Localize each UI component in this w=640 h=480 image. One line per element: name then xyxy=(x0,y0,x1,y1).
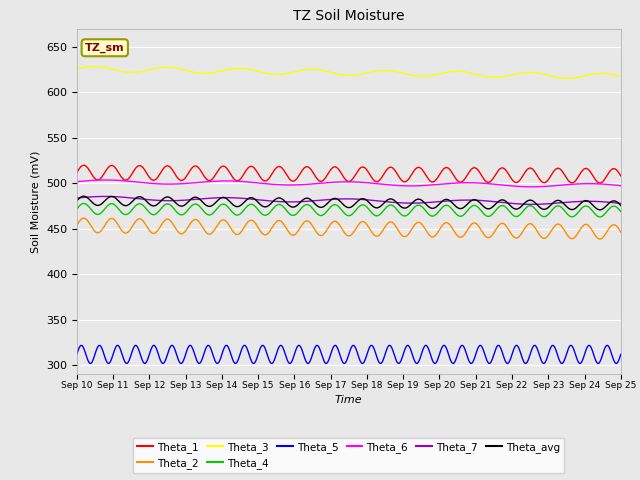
Theta_2 xyxy=(398,232,406,238)
Theta_7 xyxy=(332,196,340,202)
Theta_avg xyxy=(617,203,625,208)
Text: TZ_sm: TZ_sm xyxy=(85,43,125,53)
Theta_7 xyxy=(336,196,344,202)
Theta_4 xyxy=(520,207,527,213)
Theta_3 xyxy=(564,75,572,81)
Theta_4 xyxy=(336,204,344,210)
Theta_avg xyxy=(596,207,604,213)
Theta_4 xyxy=(606,205,614,211)
Theta_5 xyxy=(159,360,167,366)
Theta_1 xyxy=(369,175,376,181)
Theta_5 xyxy=(531,342,538,348)
Line: Theta_2: Theta_2 xyxy=(77,218,621,239)
Line: Theta_4: Theta_4 xyxy=(77,204,621,217)
Theta_1 xyxy=(606,168,614,174)
Theta_5 xyxy=(617,351,625,357)
Theta_4 xyxy=(73,206,81,212)
Theta_7 xyxy=(101,193,109,199)
Theta_5 xyxy=(398,356,406,362)
Theta_3 xyxy=(520,70,527,75)
Theta_1 xyxy=(520,171,527,177)
Theta_3 xyxy=(336,72,344,77)
X-axis label: Time: Time xyxy=(335,395,363,405)
Theta_6 xyxy=(332,179,340,185)
Theta_3 xyxy=(332,71,340,76)
Theta_avg xyxy=(336,198,344,204)
Theta_1 xyxy=(336,168,344,173)
Theta_5 xyxy=(369,343,376,348)
Theta_7 xyxy=(398,200,406,206)
Theta_3 xyxy=(617,73,625,79)
Line: Theta_1: Theta_1 xyxy=(77,165,621,183)
Theta_2 xyxy=(79,215,87,221)
Theta_4 xyxy=(369,210,376,216)
Theta_5 xyxy=(336,351,344,357)
Theta_5 xyxy=(520,359,527,365)
Theta_1 xyxy=(79,162,87,168)
Theta_7 xyxy=(369,197,376,203)
Theta_2 xyxy=(606,225,614,230)
Theta_6 xyxy=(520,184,527,190)
Theta_avg xyxy=(79,193,87,199)
Theta_6 xyxy=(606,182,614,188)
Theta_avg xyxy=(520,201,527,207)
Line: Theta_5: Theta_5 xyxy=(77,345,621,363)
Theta_2 xyxy=(520,227,527,233)
Theta_3 xyxy=(398,70,406,76)
Theta_1 xyxy=(332,164,340,170)
Theta_7 xyxy=(529,202,536,207)
Line: Theta_7: Theta_7 xyxy=(77,196,621,204)
Theta_5 xyxy=(606,346,614,352)
Theta_2 xyxy=(332,219,340,225)
Theta_6 xyxy=(73,179,81,184)
Theta_avg xyxy=(369,203,376,209)
Theta_4 xyxy=(398,212,406,218)
Theta_3 xyxy=(73,66,81,72)
Theta_6 xyxy=(336,179,344,185)
Theta_7 xyxy=(73,195,81,201)
Line: Theta_3: Theta_3 xyxy=(77,66,621,78)
Y-axis label: Soil Moisture (mV): Soil Moisture (mV) xyxy=(30,150,40,253)
Theta_5 xyxy=(332,343,340,349)
Theta_2 xyxy=(617,229,625,235)
Theta_4 xyxy=(79,201,87,206)
Line: Theta_6: Theta_6 xyxy=(77,180,621,187)
Line: Theta_avg: Theta_avg xyxy=(77,196,621,210)
Theta_2 xyxy=(596,236,604,242)
Theta_3 xyxy=(90,63,98,69)
Theta_4 xyxy=(332,202,340,208)
Theta_7 xyxy=(606,200,614,205)
Theta_4 xyxy=(596,214,604,220)
Theta_6 xyxy=(527,184,535,190)
Theta_avg xyxy=(332,196,340,202)
Theta_7 xyxy=(617,201,625,206)
Theta_3 xyxy=(606,71,614,77)
Theta_6 xyxy=(369,180,376,186)
Theta_1 xyxy=(398,178,406,183)
Legend: Theta_1, Theta_2, Theta_3, Theta_4, Theta_5, Theta_6, Theta_7, Theta_avg: Theta_1, Theta_2, Theta_3, Theta_4, Thet… xyxy=(133,437,564,473)
Theta_7 xyxy=(520,201,527,207)
Theta_4 xyxy=(617,209,625,215)
Theta_avg xyxy=(606,200,614,205)
Title: TZ Soil Moisture: TZ Soil Moisture xyxy=(293,10,404,24)
Theta_1 xyxy=(73,169,81,175)
Theta_2 xyxy=(369,230,376,236)
Theta_6 xyxy=(398,183,406,189)
Theta_6 xyxy=(617,183,625,189)
Theta_2 xyxy=(336,222,344,228)
Theta_3 xyxy=(369,69,376,74)
Theta_6 xyxy=(101,177,109,183)
Theta_1 xyxy=(596,180,604,186)
Theta_5 xyxy=(73,351,81,357)
Theta_avg xyxy=(73,198,81,204)
Theta_avg xyxy=(398,204,406,210)
Theta_2 xyxy=(73,222,81,228)
Theta_1 xyxy=(617,173,625,179)
